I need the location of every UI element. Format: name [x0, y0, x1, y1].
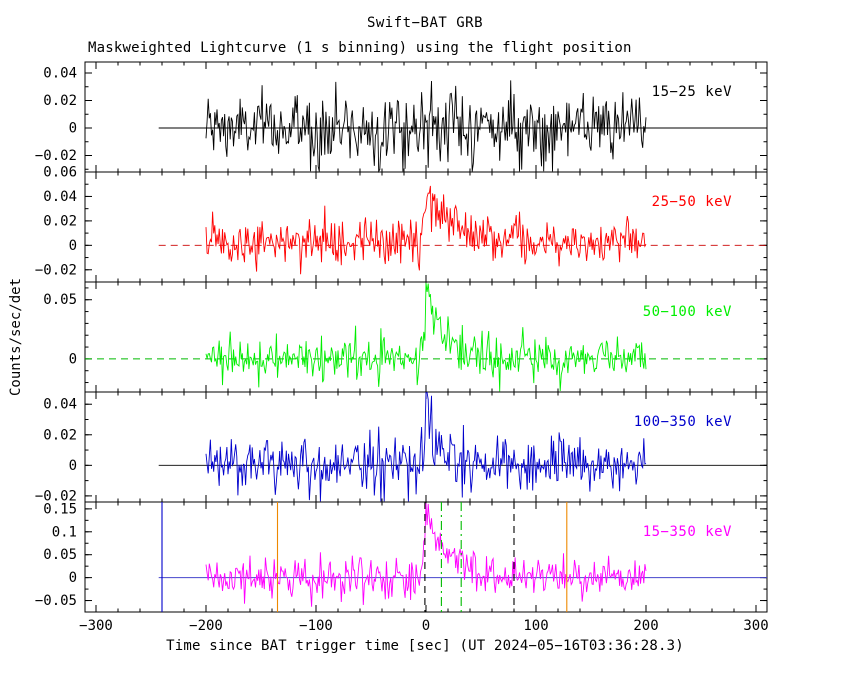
- y-tick-label: 0: [69, 121, 77, 137]
- lightcurve-series-4: [205, 503, 647, 607]
- y-tick-label: 0.15: [43, 501, 77, 517]
- panel-2: 0.05 0: [43, 281, 768, 393]
- y-tick-label: −0.02: [35, 488, 77, 504]
- lightcurve-series-2: [205, 282, 647, 392]
- band-label-15-350-kev: 15−350 keV: [642, 524, 732, 540]
- y-tick-label: 0.04: [43, 397, 77, 413]
- band-label-50-100-kev: 50−100 keV: [642, 304, 732, 320]
- y-tick-label: 0.05: [43, 547, 77, 563]
- y-tick-label: 0: [69, 570, 77, 586]
- x-tick-label: 300: [743, 618, 768, 634]
- y-tick-label: −0.05: [35, 593, 77, 609]
- panel-4: 0.15 0.1 0.05 0 −0.05−300 −200 −100 0 100 200 300: [35, 501, 769, 634]
- y-tick-label: 0.02: [43, 213, 77, 229]
- y-tick-label: 0.04: [43, 189, 77, 205]
- x-tick-label: −100: [299, 618, 333, 634]
- y-tick-label: 0.05: [43, 292, 77, 308]
- y-axis-label: Counts/sec/det: [8, 277, 24, 397]
- y-tick-label: 0.1: [52, 524, 77, 540]
- y-tick-label: −0.02: [35, 262, 77, 278]
- x-tick-label: 100: [523, 618, 548, 634]
- panel-frame: [84, 501, 768, 613]
- x-tick-label: −200: [189, 618, 223, 634]
- y-tick-label: 0: [69, 458, 77, 474]
- x-tick-label: −300: [79, 618, 113, 634]
- panel-3: 0.04 0.02 0 −0.02: [35, 391, 768, 504]
- lightcurve-series-1: [205, 185, 647, 275]
- lightcurve-series-0: [205, 80, 647, 174]
- y-tick-label: 0: [69, 351, 77, 367]
- panel-1: 0.06 0.04 0.02 0 −0.02: [35, 165, 768, 283]
- panel-frame: [84, 61, 768, 173]
- figure-title: Swift−BAT GRB: [366, 15, 484, 31]
- y-tick-label: 0.04: [43, 66, 77, 82]
- band-label-25-50-kev: 25−50 keV: [651, 194, 732, 210]
- panel-frame: [84, 171, 768, 283]
- x-axis-label: Time since BAT trigger time [sec] (UT 20…: [166, 638, 684, 654]
- panel-0: 0.04 0.02 0 −0.02: [35, 61, 768, 174]
- figure-subtitle: Maskweighted Lightcurve (1 s binning) us…: [88, 40, 632, 56]
- x-tick-label: 200: [633, 618, 658, 634]
- lightcurve-series-3: [205, 392, 647, 502]
- y-tick-label: 0.06: [43, 165, 77, 181]
- x-tick-label: 0: [422, 618, 430, 634]
- y-tick-label: 0.02: [43, 93, 77, 109]
- y-tick-label: 0.02: [43, 427, 77, 443]
- band-label-15-25-kev: 15−25 keV: [651, 84, 732, 100]
- y-tick-label: −0.02: [35, 148, 77, 164]
- band-label-100-350-kev: 100−350 keV: [633, 414, 732, 430]
- y-tick-label: 0: [69, 238, 77, 254]
